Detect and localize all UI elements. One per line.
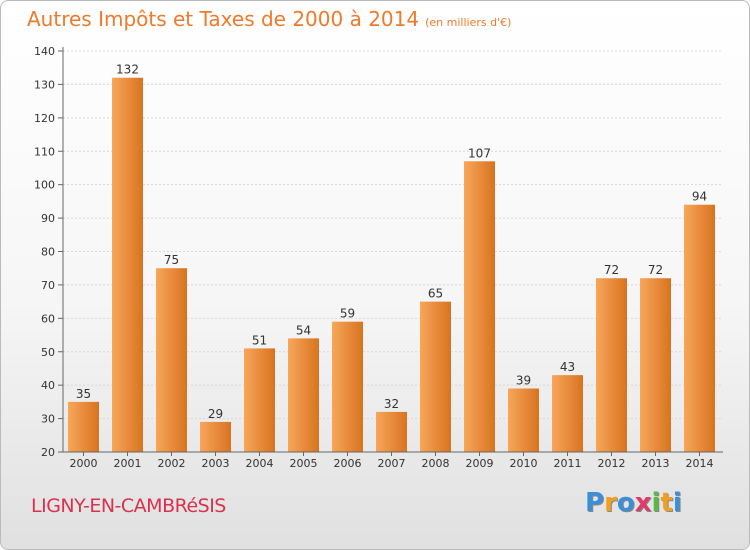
- x-tick-label-2002: 2002: [158, 457, 186, 470]
- y-tick-label: 70: [41, 279, 55, 292]
- bar-2010[interactable]: [508, 388, 539, 452]
- x-tick-label-2013: 2013: [642, 457, 670, 470]
- proxiti-logo[interactable]: Proxiti: [585, 488, 682, 518]
- x-tick-label-2014: 2014: [686, 457, 714, 470]
- y-tick-label: 60: [41, 312, 55, 325]
- data-label-2004: 51: [252, 333, 267, 347]
- y-tick-label: 110: [34, 145, 55, 158]
- data-label-2008: 65: [428, 287, 443, 301]
- bar-2012[interactable]: [596, 278, 627, 452]
- y-tick-label: 120: [34, 112, 55, 125]
- bar-2005[interactable]: [288, 338, 319, 452]
- data-label-2006: 59: [340, 307, 355, 321]
- chart-subtitle: (en milliers d'€): [425, 16, 512, 29]
- x-tick-label-2011: 2011: [554, 457, 582, 470]
- logo-letter: i: [672, 488, 682, 518]
- y-tick-label: 130: [34, 78, 55, 91]
- bar-2011[interactable]: [552, 375, 583, 452]
- y-tick-label: 20: [41, 446, 55, 459]
- bar-2000[interactable]: [68, 401, 99, 452]
- data-label-2010: 39: [516, 374, 531, 388]
- bar-2002[interactable]: [156, 268, 187, 452]
- x-tick-label-2003: 2003: [202, 457, 230, 470]
- bar-2004[interactable]: [244, 348, 275, 452]
- x-tick-label-2010: 2010: [510, 457, 538, 470]
- logo-letter: x: [634, 488, 652, 518]
- data-label-2014: 94: [692, 190, 707, 204]
- x-tick-label-2004: 2004: [246, 457, 274, 470]
- y-tick-label: 140: [34, 45, 55, 58]
- bar-2007[interactable]: [376, 411, 407, 452]
- bar-2006[interactable]: [332, 321, 363, 452]
- x-tick-label-2012: 2012: [598, 457, 626, 470]
- x-tick-label-2000: 2000: [70, 457, 98, 470]
- y-tick-label: 40: [41, 379, 55, 392]
- bar-2008[interactable]: [420, 301, 451, 452]
- data-label-2011: 43: [560, 360, 575, 374]
- chart-title: Autres Impôts et Taxes de 2000 à 2014 (en…: [27, 7, 511, 31]
- bar-2001[interactable]: [112, 77, 143, 452]
- y-tick-label: 30: [41, 413, 55, 426]
- x-tick-label-2005: 2005: [290, 457, 318, 470]
- y-tick-label: 90: [41, 212, 55, 225]
- bar-2013[interactable]: [640, 278, 671, 452]
- x-tick-label-2001: 2001: [114, 457, 142, 470]
- logo-letter: o: [616, 488, 635, 518]
- x-tick-label-2009: 2009: [466, 457, 494, 470]
- city-name: LIGNY-EN-CAMBRéSIS: [31, 495, 226, 517]
- data-label-2005: 54: [296, 323, 311, 337]
- data-label-2002: 75: [164, 253, 179, 267]
- data-label-2012: 72: [604, 263, 619, 277]
- bar-2014[interactable]: [684, 204, 715, 452]
- chart-title-text: Autres Impôts et Taxes de 2000 à 2014: [27, 7, 420, 31]
- bar-2009[interactable]: [464, 161, 495, 452]
- y-tick-label: 50: [41, 346, 55, 359]
- data-label-2009: 107: [468, 146, 491, 160]
- logo-letter: P: [585, 488, 605, 518]
- x-tick-label-2007: 2007: [378, 457, 406, 470]
- logo-letter: r: [604, 488, 617, 518]
- data-label-2007: 32: [384, 397, 399, 411]
- x-tick-label-2006: 2006: [334, 457, 362, 470]
- bar-2003[interactable]: [200, 421, 231, 452]
- data-label-2013: 72: [648, 263, 663, 277]
- y-tick-label: 80: [41, 246, 55, 259]
- data-label-2000: 35: [76, 387, 91, 401]
- data-label-2001: 132: [116, 63, 139, 77]
- y-tick-label: 100: [34, 179, 55, 192]
- logo-letter: i: [651, 488, 661, 518]
- logo-letter: t: [660, 488, 673, 518]
- x-tick-label-2008: 2008: [422, 457, 450, 470]
- data-label-2003: 29: [208, 407, 223, 421]
